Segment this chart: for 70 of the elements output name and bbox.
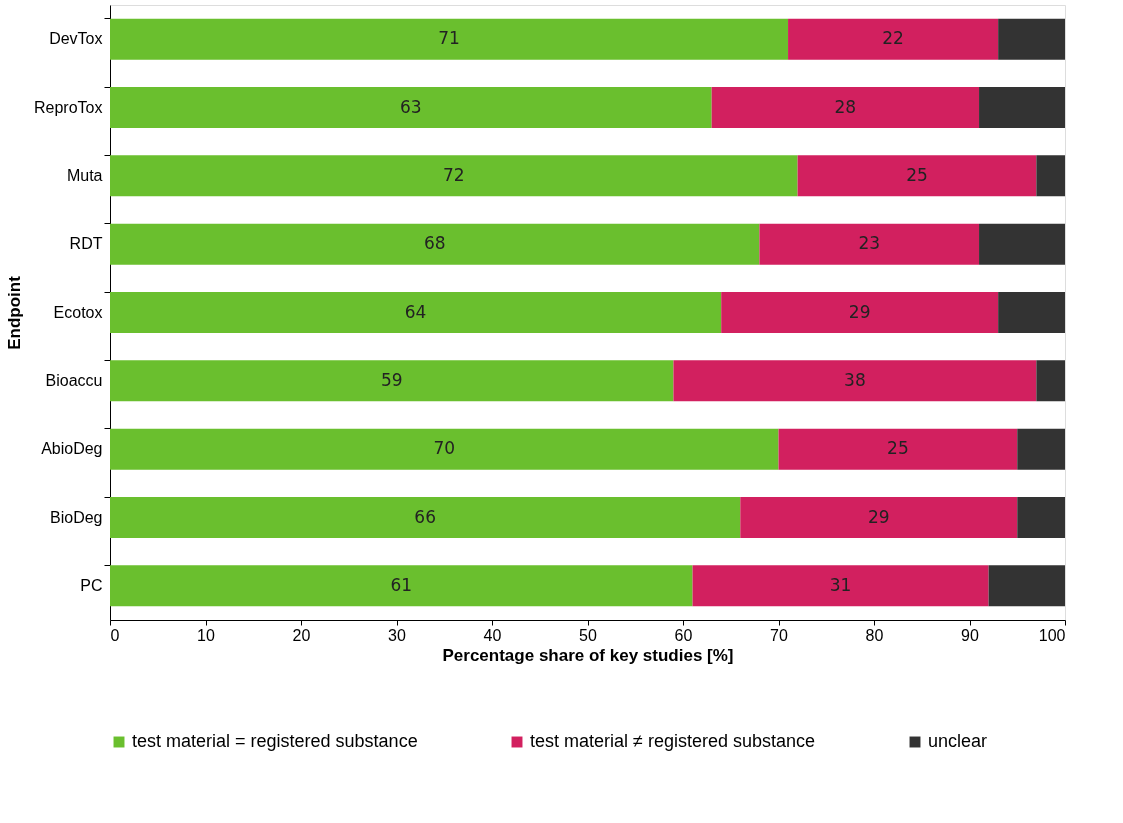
data-label: 59 xyxy=(380,369,403,390)
data-label: 22 xyxy=(882,28,904,49)
bar xyxy=(759,223,980,265)
bar xyxy=(110,497,741,538)
bar xyxy=(110,428,779,470)
bar xyxy=(692,565,989,607)
bar xyxy=(110,18,789,60)
data-label: 23 xyxy=(858,233,881,254)
y-tick-label: DevTox xyxy=(49,30,103,48)
data-label: 72 xyxy=(442,164,465,185)
data-label: 70 xyxy=(433,438,456,459)
x-axis-title: Percentage share of key studies [%] xyxy=(442,645,734,665)
bar xyxy=(110,292,722,333)
bar xyxy=(1017,497,1065,538)
data-label: 25 xyxy=(887,438,909,459)
x-tick-label: 0 xyxy=(110,626,120,644)
legend-label: test material = registered substance xyxy=(132,731,418,751)
bar xyxy=(979,223,1065,265)
data-label: 66 xyxy=(414,506,436,527)
y-axis-title: Endpoint xyxy=(5,275,25,350)
legend-label: test material ≠ registered substance xyxy=(530,731,816,751)
data-label: 63 xyxy=(400,96,422,117)
bar xyxy=(998,292,1065,333)
data-label: 29 xyxy=(867,506,890,527)
data-label: 71 xyxy=(438,28,460,49)
y-tick-label: BioDeg xyxy=(50,508,103,526)
data-label: 61 xyxy=(390,574,413,595)
bar xyxy=(988,565,1065,607)
bar xyxy=(1017,428,1065,470)
x-tick-label: 80 xyxy=(865,626,884,644)
x-tick-label: 20 xyxy=(292,626,311,644)
bar xyxy=(1036,360,1065,402)
y-tick-label: RDT xyxy=(69,235,103,253)
data-label: 64 xyxy=(404,301,427,322)
y-tick-label: AbioDeg xyxy=(41,440,103,458)
data-label: 28 xyxy=(834,96,857,117)
y-tick-label: Bioaccu xyxy=(45,371,103,389)
data-label: 68 xyxy=(423,233,446,254)
x-tick-label: 30 xyxy=(388,626,406,644)
data-label: 38 xyxy=(844,369,866,390)
legend-label: unclear xyxy=(928,731,988,751)
y-tick-label: ReproTox xyxy=(34,98,103,116)
bar xyxy=(110,87,712,128)
bar xyxy=(778,428,1018,470)
bar xyxy=(673,360,1037,402)
bar xyxy=(998,18,1065,60)
bar xyxy=(110,155,798,197)
y-tick-label: PC xyxy=(80,576,103,594)
data-label: 29 xyxy=(848,301,871,322)
data-label: 31 xyxy=(829,574,852,595)
y-tick-label: Muta xyxy=(66,166,103,184)
y-tick-label: Ecotox xyxy=(53,303,103,321)
x-tick-label: 50 xyxy=(579,626,597,644)
x-tick-label: 60 xyxy=(674,626,693,644)
bar xyxy=(110,565,693,607)
bar xyxy=(1036,155,1065,197)
x-tick-label: 40 xyxy=(483,626,502,644)
bar xyxy=(740,497,1018,538)
bar xyxy=(979,87,1065,128)
bar xyxy=(788,18,999,60)
data-label: 25 xyxy=(906,164,928,185)
x-tick-label: 10 xyxy=(197,626,215,644)
bar xyxy=(721,292,999,333)
bar xyxy=(110,223,760,265)
x-tick-label: 70 xyxy=(770,626,788,644)
x-tick-label: 100 xyxy=(1038,626,1066,644)
x-tick-label: 90 xyxy=(961,626,979,644)
bar xyxy=(110,360,674,402)
bar xyxy=(711,87,980,128)
bar xyxy=(797,155,1037,197)
